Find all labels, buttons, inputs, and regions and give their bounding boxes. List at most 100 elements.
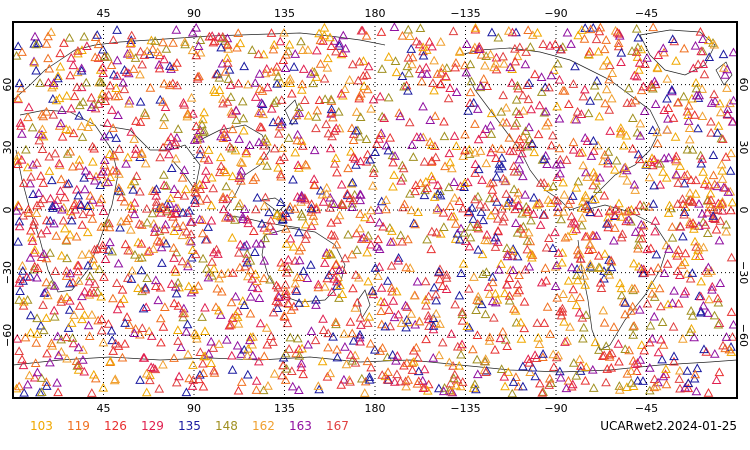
station-marker [550,281,561,291]
station-marker [124,320,135,329]
station-marker [597,351,608,360]
station-marker [514,270,524,280]
station-marker [198,381,209,391]
station-marker [419,364,430,374]
station-marker [93,315,104,325]
station-marker [311,112,322,121]
station-marker [140,282,151,292]
station-marker [472,219,483,228]
station-marker [119,64,130,74]
station-marker [383,92,394,102]
station-marker [190,249,201,259]
station-marker [407,140,417,149]
station-marker [438,386,449,396]
station-marker [99,272,109,281]
station-marker [620,298,631,307]
station-marker [418,42,428,52]
station-marker [563,231,573,241]
right-lat-label: 30 [737,140,750,154]
station-marker [207,256,217,266]
station-marker [532,318,543,327]
station-marker [302,273,313,282]
station-marker [354,56,365,66]
station-marker [345,349,356,359]
station-marker [406,44,417,53]
station-marker [413,207,423,216]
station-marker [56,334,67,344]
station-marker [606,362,617,372]
station-marker [658,166,668,176]
station-marker [30,244,40,254]
station-marker [115,222,125,232]
station-marker [146,362,156,372]
station-marker [237,96,248,106]
station-marker [490,288,501,298]
station-marker [726,205,736,215]
station-marker [41,313,52,322]
station-marker [194,214,205,224]
station-marker [321,247,332,257]
station-marker [93,53,104,62]
top-lon-label: −45 [635,7,658,20]
station-marker [190,187,200,197]
station-marker [112,304,123,314]
station-marker [631,366,642,376]
station-marker [629,179,640,189]
station-marker [642,298,653,308]
station-marker [402,314,412,324]
station-marker [389,377,400,386]
station-marker [253,49,264,59]
station-marker [38,194,48,204]
station-marker [536,72,547,81]
station-marker [594,111,605,121]
station-marker [151,197,162,206]
station-marker [470,23,481,32]
station-marker [269,368,280,378]
station-marker [476,49,487,59]
station-marker [476,207,487,216]
station-marker [689,373,700,383]
station-marker [112,55,123,65]
station-marker [708,213,718,223]
station-marker [685,219,695,229]
station-marker [206,215,217,225]
station-marker [243,218,254,228]
station-marker [687,310,698,320]
station-marker [707,284,717,294]
station-marker [303,45,313,54]
station-marker [55,61,66,71]
station-marker [713,297,724,307]
station-marker [223,267,233,277]
station-marker [652,127,663,137]
station-marker [105,356,116,366]
station-marker [478,129,488,138]
station-marker [193,41,204,50]
station-marker [362,84,373,94]
station-marker [118,77,128,87]
station-marker [570,61,580,71]
station-marker [13,333,23,343]
station-marker [594,262,604,272]
station-marker [95,94,106,103]
station-marker [623,214,634,224]
station-marker [722,83,732,92]
station-marker [478,74,489,83]
station-marker [431,295,442,305]
station-marker [29,216,40,226]
station-marker [251,375,262,385]
station-marker [294,298,304,307]
station-marker [48,80,59,90]
color-legend: 103 119 126 129 135 148 162 163 167 [30,419,349,433]
station-marker [99,155,110,165]
station-marker [232,42,242,52]
station-marker [354,93,365,103]
station-marker [277,116,287,126]
station-marker [294,350,305,360]
station-marker [322,62,333,72]
station-marker [117,352,128,362]
legend-entry: 167 [326,419,349,433]
station-marker [129,176,140,186]
station-marker [368,94,379,104]
station-marker [238,113,249,123]
station-marker [512,279,523,289]
